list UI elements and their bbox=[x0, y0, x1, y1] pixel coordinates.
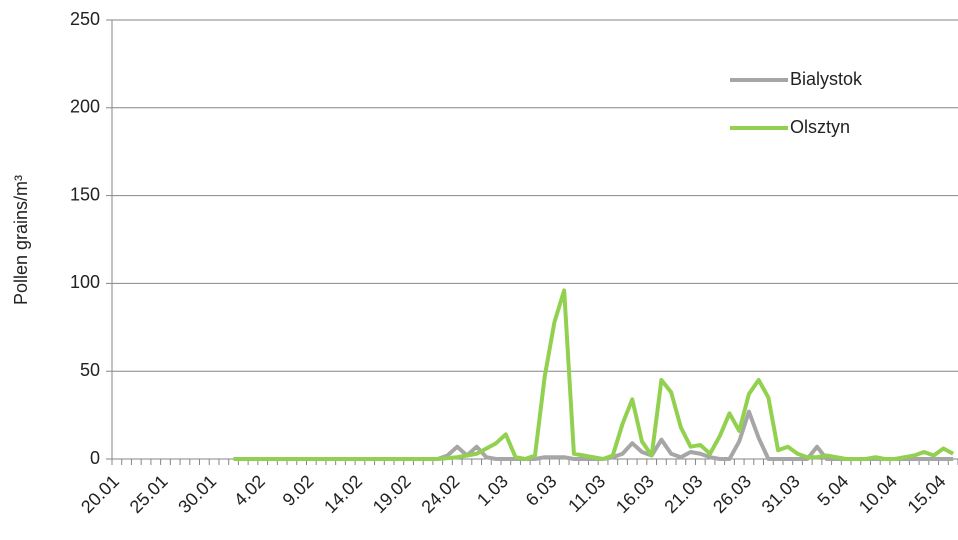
y-tick-label: 250 bbox=[70, 9, 100, 29]
x-tick-label: 15.04 bbox=[904, 471, 950, 517]
y-tick-label: 100 bbox=[70, 272, 100, 292]
series-line bbox=[233, 409, 954, 461]
y-tick-label: 0 bbox=[90, 448, 100, 468]
series-line bbox=[233, 288, 955, 461]
x-tick-label: 19.02 bbox=[369, 471, 415, 517]
x-tick-label: 11.03 bbox=[564, 471, 609, 516]
x-tick-label: 4.02 bbox=[230, 471, 269, 510]
x-tick-label: 16.03 bbox=[612, 471, 658, 517]
x-tick-label: 5.04 bbox=[813, 471, 852, 510]
x-tick-label: 25.01 bbox=[126, 471, 172, 517]
y-tick-label: 50 bbox=[80, 360, 100, 380]
y-axis-title: Pollen grains/m³ bbox=[11, 175, 31, 305]
x-tick-label: 6.03 bbox=[522, 471, 561, 510]
x-tick-label: 24.02 bbox=[417, 471, 463, 517]
legend-label: Bialystok bbox=[790, 69, 863, 89]
x-tick-label: 9.02 bbox=[279, 471, 318, 510]
x-tick-label: 21.03 bbox=[661, 471, 707, 517]
x-tick-label: 1.03 bbox=[473, 471, 512, 510]
x-tick-label: 14.02 bbox=[320, 471, 366, 517]
x-tick-label: 20.01 bbox=[77, 471, 123, 517]
y-tick-label: 200 bbox=[70, 97, 100, 117]
x-tick-label: 30.01 bbox=[174, 471, 220, 517]
y-tick-label: 150 bbox=[70, 184, 100, 204]
legend-label: Olsztyn bbox=[790, 117, 850, 137]
x-tick-label: 10.04 bbox=[855, 471, 901, 517]
x-tick-label: 31.03 bbox=[758, 471, 804, 517]
x-tick-label: 26.03 bbox=[709, 471, 755, 517]
